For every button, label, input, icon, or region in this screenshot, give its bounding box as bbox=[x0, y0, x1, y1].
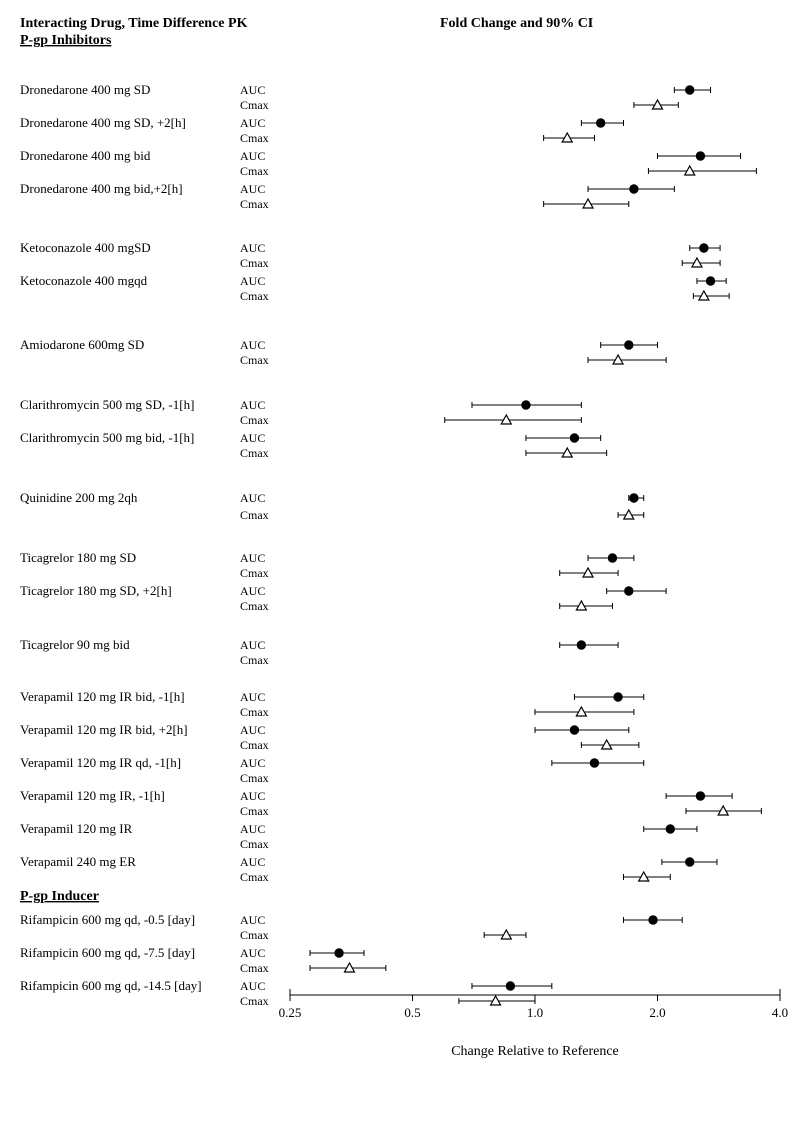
auc-point bbox=[666, 825, 674, 833]
x-tick-label: 2.0 bbox=[649, 1005, 665, 1020]
drug-label: Dronedarone 400 mg bid bbox=[20, 148, 151, 163]
pk-label-cmax: Cmax bbox=[240, 771, 269, 785]
auc-point bbox=[577, 641, 585, 649]
auc-point bbox=[700, 244, 708, 252]
pk-label-cmax: Cmax bbox=[240, 289, 269, 303]
auc-point bbox=[335, 949, 343, 957]
auc-point bbox=[570, 726, 578, 734]
auc-point bbox=[686, 86, 694, 94]
drug-label: Ticagrelor 180 mg SD bbox=[20, 550, 136, 565]
drug-label: Amiodarone 600mg SD bbox=[20, 337, 144, 352]
pk-label-auc: AUC bbox=[240, 491, 265, 505]
pk-label-cmax: Cmax bbox=[240, 256, 269, 270]
auc-point bbox=[630, 494, 638, 502]
auc-point bbox=[522, 401, 530, 409]
auc-point bbox=[614, 693, 622, 701]
drug-label: Dronedarone 400 mg SD, +2[h] bbox=[20, 115, 186, 130]
pk-label-auc: AUC bbox=[240, 149, 265, 163]
drug-label: Clarithromycin 500 mg bid, -1[h] bbox=[20, 430, 194, 445]
pk-label-cmax: Cmax bbox=[240, 164, 269, 178]
pk-label-auc: AUC bbox=[240, 584, 265, 598]
pk-label-auc: AUC bbox=[240, 116, 265, 130]
x-tick-label: 1.0 bbox=[527, 1005, 543, 1020]
drug-label: Dronedarone 400 mg SD bbox=[20, 82, 150, 97]
pk-label-auc: AUC bbox=[240, 979, 265, 993]
drug-label: Ticagrelor 180 mg SD, +2[h] bbox=[20, 583, 172, 598]
pk-label-auc: AUC bbox=[240, 83, 265, 97]
auc-point bbox=[649, 916, 657, 924]
pk-label-cmax: Cmax bbox=[240, 705, 269, 719]
x-tick-label: 0.25 bbox=[279, 1005, 302, 1020]
pk-label-auc: AUC bbox=[240, 855, 265, 869]
pk-label-cmax: Cmax bbox=[240, 413, 269, 427]
pk-label-cmax: Cmax bbox=[240, 738, 269, 752]
drug-label: Ticagrelor 90 mg bid bbox=[20, 637, 130, 652]
pk-label-cmax: Cmax bbox=[240, 446, 269, 460]
drug-label: Clarithromycin 500 mg SD, -1[h] bbox=[20, 397, 194, 412]
pk-label-auc: AUC bbox=[240, 638, 265, 652]
pk-label-auc: AUC bbox=[240, 241, 265, 255]
pk-label-cmax: Cmax bbox=[240, 994, 269, 1008]
x-axis-title: Change Relative to Reference bbox=[451, 1044, 619, 1059]
auc-point bbox=[696, 152, 704, 160]
auc-point bbox=[630, 185, 638, 193]
drug-label: Quinidine 200 mg 2qh bbox=[20, 490, 138, 505]
pk-label-auc: AUC bbox=[240, 789, 265, 803]
drug-label: Verapamil 240 mg ER bbox=[20, 854, 136, 869]
drug-label: Rifampicin 600 mg qd, -7.5 [day] bbox=[20, 945, 195, 960]
pk-label-auc: AUC bbox=[240, 182, 265, 196]
drug-label: Rifampicin 600 mg qd, -14.5 [day] bbox=[20, 978, 202, 993]
auc-point bbox=[570, 434, 578, 442]
pk-label-cmax: Cmax bbox=[240, 566, 269, 580]
drug-label: Rifampicin 600 mg qd, -0.5 [day] bbox=[20, 912, 195, 927]
auc-point bbox=[625, 587, 633, 595]
drug-label: Verapamil 120 mg IR qd, -1[h] bbox=[20, 755, 181, 770]
pk-label-auc: AUC bbox=[240, 551, 265, 565]
pk-label-auc: AUC bbox=[240, 913, 265, 927]
pk-label-cmax: Cmax bbox=[240, 961, 269, 975]
auc-point bbox=[608, 554, 616, 562]
drug-label: Verapamil 120 mg IR, -1[h] bbox=[20, 788, 165, 803]
drug-label: Ketoconazole 400 mgSD bbox=[20, 240, 151, 255]
pk-label-auc: AUC bbox=[240, 756, 265, 770]
drug-label: Dronedarone 400 mg bid,+2[h] bbox=[20, 181, 183, 196]
x-tick-label: 4.0 bbox=[772, 1005, 788, 1020]
pk-label-auc: AUC bbox=[240, 338, 265, 352]
section-header: P-gp Inducer bbox=[20, 889, 99, 904]
auc-point bbox=[590, 759, 598, 767]
pk-label-cmax: Cmax bbox=[240, 804, 269, 818]
pk-label-auc: AUC bbox=[240, 398, 265, 412]
section-header: P-gp Inhibitors bbox=[20, 33, 112, 48]
pk-label-cmax: Cmax bbox=[240, 653, 269, 667]
auc-point bbox=[625, 341, 633, 349]
pk-label-auc: AUC bbox=[240, 431, 265, 445]
pk-label-cmax: Cmax bbox=[240, 599, 269, 613]
pk-label-cmax: Cmax bbox=[240, 508, 269, 522]
auc-point bbox=[686, 858, 694, 866]
forest-plot: P-gp Inhibitors P-gp Inducer Dronedarone 4… bbox=[0, 0, 799, 1124]
drug-label: Ketoconazole 400 mgqd bbox=[20, 273, 148, 288]
pk-label-cmax: Cmax bbox=[240, 870, 269, 884]
pk-label-auc: AUC bbox=[240, 723, 265, 737]
pk-label-cmax: Cmax bbox=[240, 98, 269, 112]
drug-label: Verapamil 120 mg IR bid, -1[h] bbox=[20, 689, 185, 704]
pk-label-cmax: Cmax bbox=[240, 837, 269, 851]
auc-point bbox=[506, 982, 514, 990]
pk-label-auc: AUC bbox=[240, 946, 265, 960]
auc-point bbox=[596, 119, 604, 127]
auc-point bbox=[706, 277, 714, 285]
pk-label-auc: AUC bbox=[240, 274, 265, 288]
pk-label-auc: AUC bbox=[240, 822, 265, 836]
auc-point bbox=[696, 792, 704, 800]
pk-label-auc: AUC bbox=[240, 690, 265, 704]
x-tick-label: 0.5 bbox=[404, 1005, 420, 1020]
pk-label-cmax: Cmax bbox=[240, 928, 269, 942]
drug-label: Verapamil 120 mg IR bid, +2[h] bbox=[20, 722, 188, 737]
pk-label-cmax: Cmax bbox=[240, 131, 269, 145]
pk-label-cmax: Cmax bbox=[240, 197, 269, 211]
pk-label-cmax: Cmax bbox=[240, 353, 269, 367]
drug-label: Verapamil 120 mg IR bbox=[20, 821, 133, 836]
